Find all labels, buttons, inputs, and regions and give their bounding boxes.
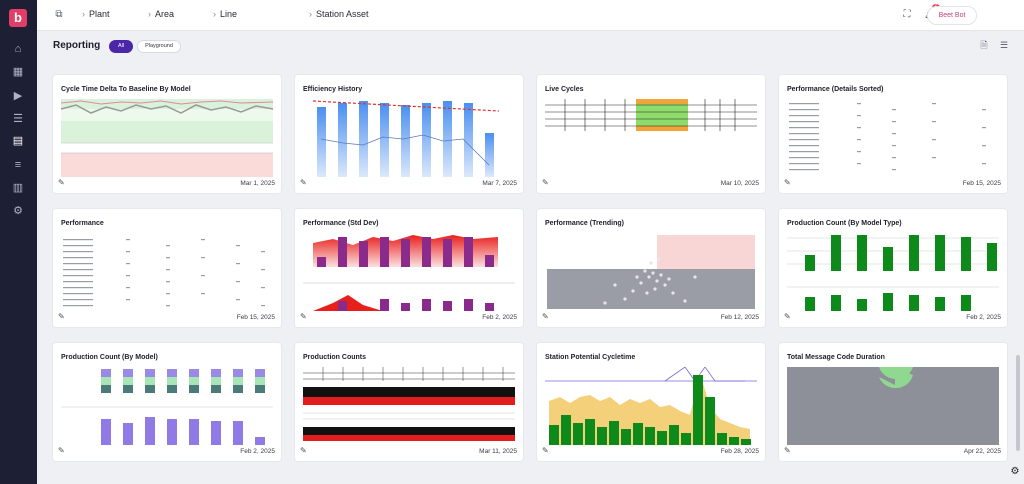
report-card[interactable]: Production Counts ✎ Mar 11, 2025: [295, 343, 523, 461]
filter-all[interactable]: All: [109, 40, 133, 53]
report-card[interactable]: Performance ✎ Feb 15, 2025: [53, 209, 281, 327]
report-card[interactable]: Production Count (By Model) ✎ Feb 2, 202…: [53, 343, 281, 461]
card-date: Feb 2, 2025: [482, 314, 517, 321]
card-date: Mar 10, 2025: [720, 180, 759, 187]
card-title: Cycle Time Delta To Baseline By Model: [61, 86, 191, 93]
card-date: Feb 2, 2025: [966, 314, 1001, 321]
report-card[interactable]: Performance (Details Sorted) ✎ Feb 15, 2…: [779, 75, 1007, 193]
card-date: Mar 11, 2025: [479, 448, 517, 455]
dashboard-icon[interactable]: ▦: [12, 66, 24, 78]
user-menu-button[interactable]: Beet Bot: [927, 6, 977, 25]
card-title: Performance (Std Dev): [303, 220, 379, 227]
layout-icon[interactable]: ▥: [12, 182, 24, 194]
edit-icon[interactable]: ✎: [58, 446, 65, 455]
fullscreen-icon[interactable]: ⛶: [903, 9, 911, 20]
report-card[interactable]: Efficiency History ✎ Mar 7, 2025: [295, 75, 523, 193]
report-card[interactable]: Live Cycles ✎ Mar 10, 2025: [537, 75, 765, 193]
tasks-icon[interactable]: ≡: [14, 159, 22, 171]
chart-thumbnail: [61, 99, 273, 177]
card-title: Live Cycles: [545, 86, 584, 93]
card-date: Feb 12, 2025: [720, 314, 759, 321]
breadcrumb-plant[interactable]: › Plant: [82, 9, 110, 19]
app-logo[interactable]: b: [9, 9, 27, 27]
chart-thumbnail: [787, 233, 999, 311]
edit-icon[interactable]: ✎: [784, 446, 791, 455]
video-icon[interactable]: ▶: [13, 90, 23, 102]
edit-icon[interactable]: ✎: [784, 178, 791, 187]
card-date: Feb 15, 2025: [236, 314, 275, 321]
breadcrumb-area[interactable]: › Area: [148, 9, 175, 19]
card-title: Performance (Trending): [545, 220, 624, 227]
card-title: Total Message Code Duration: [787, 354, 885, 361]
sidebar: b ⌂ ▦ ▶ ☰ ▤ ≡ ▥ ⚙: [0, 0, 37, 484]
table-thumbnail: [303, 367, 515, 445]
home-icon[interactable]: ⌂: [14, 43, 22, 55]
card-title: Production Count (By Model): [61, 354, 158, 361]
chart-thumbnail: [303, 233, 515, 311]
settings-icon[interactable]: ⚙: [13, 205, 23, 217]
card-title: Performance (Details Sorted): [787, 86, 884, 93]
chart-thumbnail: [545, 233, 757, 311]
database-icon[interactable]: ☰: [13, 113, 23, 125]
edit-icon[interactable]: ✎: [542, 312, 549, 321]
top-bar: ⧉ ›Plant ›Area ›Line ›Station Asset ⛶ 🔔︎…: [37, 0, 1024, 31]
card-date: Apr 22, 2025: [963, 448, 1001, 455]
report-card[interactable]: Total Message Code Duration ✎ Apr 22, 20…: [779, 343, 1007, 461]
chart-thumbnail: [545, 367, 757, 445]
card-title: Production Count (By Model Type): [787, 220, 902, 227]
edit-icon[interactable]: ✎: [784, 312, 791, 321]
table-thumbnail: [61, 233, 273, 311]
report-card[interactable]: Performance (Trending) ✎ Feb 12, 2025: [537, 209, 765, 327]
edit-icon[interactable]: ✎: [300, 178, 307, 187]
chart-thumbnail: [61, 367, 273, 445]
card-date: Feb 28, 2025: [720, 448, 759, 455]
breadcrumb-station-asset[interactable]: › Station Asset: [309, 9, 369, 19]
table-thumbnail: [787, 99, 999, 177]
card-date: Feb 2, 2025: [240, 448, 275, 455]
hierarchy-icon[interactable]: ⧉: [55, 9, 63, 20]
chart-thumbnail: [545, 99, 757, 177]
card-title: Performance: [61, 220, 104, 227]
card-title: Efficiency History: [303, 86, 363, 93]
card-date: Mar 7, 2025: [482, 180, 517, 187]
card-title: Station Potential Cycletime: [545, 354, 636, 361]
card-date: Feb 15, 2025: [962, 180, 1001, 187]
scrollbar[interactable]: [1016, 355, 1020, 451]
new-report-icon[interactable]: 🗎: [980, 40, 988, 50]
report-card[interactable]: Station Potential Cycletime ✎ Feb 28, 20…: [537, 343, 765, 461]
edit-icon[interactable]: ✎: [542, 446, 549, 455]
chart-thumbnail: [303, 99, 515, 177]
edit-icon[interactable]: ✎: [58, 178, 65, 187]
reporting-icon[interactable]: ▤: [12, 135, 24, 147]
card-date: Mar 1, 2025: [240, 180, 275, 187]
edit-icon[interactable]: ✎: [58, 312, 65, 321]
card-title: Production Counts: [303, 354, 366, 361]
list-view-icon[interactable]: ☰: [999, 40, 1009, 50]
filter-playground[interactable]: Playground: [137, 40, 181, 53]
report-card[interactable]: Production Count (By Model Type) ✎ Feb 2…: [779, 209, 1007, 327]
report-card[interactable]: Performance (Std Dev) ✎ Feb 2, 2025: [295, 209, 523, 327]
edit-icon[interactable]: ✎: [542, 178, 549, 187]
gear-icon[interactable]: ⚙: [1010, 466, 1020, 477]
edit-icon[interactable]: ✎: [300, 446, 307, 455]
breadcrumb-line[interactable]: › Line: [213, 9, 238, 19]
chart-thumbnail: [787, 367, 999, 445]
report-card[interactable]: Cycle Time Delta To Baseline By Model ✎ …: [53, 75, 281, 193]
page-title: Reporting: [53, 40, 101, 51]
edit-icon[interactable]: ✎: [300, 312, 307, 321]
